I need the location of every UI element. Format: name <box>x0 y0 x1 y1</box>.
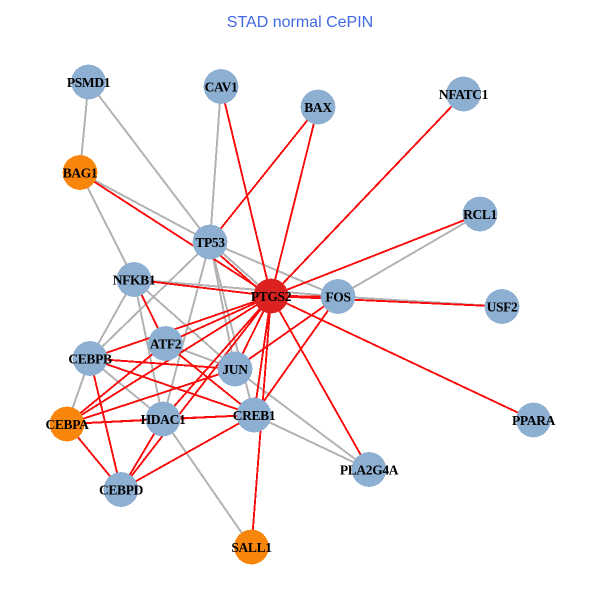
svg-text:BAG1: BAG1 <box>63 165 98 180</box>
svg-text:NFATC1: NFATC1 <box>439 87 489 102</box>
svg-text:PLA2G4A: PLA2G4A <box>340 462 399 477</box>
svg-text:PSMD1: PSMD1 <box>67 75 111 90</box>
svg-text:RCL1: RCL1 <box>463 207 497 222</box>
svg-text:HDAC1: HDAC1 <box>141 412 186 427</box>
svg-text:PTGS2: PTGS2 <box>251 289 292 304</box>
svg-text:BAX: BAX <box>304 100 332 115</box>
svg-text:JUN: JUN <box>222 362 248 377</box>
svg-text:NFKB1: NFKB1 <box>113 272 156 287</box>
svg-text:FOS: FOS <box>325 289 350 304</box>
svg-text:ATF2: ATF2 <box>150 336 182 351</box>
svg-text:CAV1: CAV1 <box>205 79 238 94</box>
svg-text:SALL1: SALL1 <box>231 540 272 555</box>
svg-text:PPARA: PPARA <box>512 413 556 428</box>
svg-text:CEBPD: CEBPD <box>99 482 144 497</box>
svg-text:TP53: TP53 <box>195 235 225 250</box>
svg-text:CEBPA: CEBPA <box>45 417 89 432</box>
svg-text:CREB1: CREB1 <box>233 408 276 423</box>
svg-text:CEBPB: CEBPB <box>68 351 112 366</box>
svg-text:STAD normal CePIN: STAD normal CePIN <box>227 14 373 31</box>
svg-text:USF2: USF2 <box>487 299 518 314</box>
